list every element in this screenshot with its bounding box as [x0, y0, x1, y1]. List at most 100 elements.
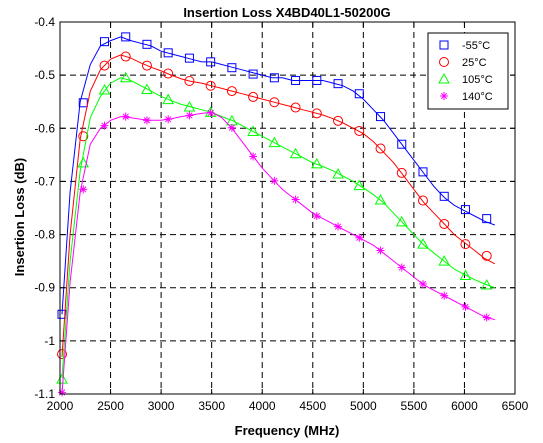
series-marker	[227, 123, 236, 132]
series-marker	[440, 291, 449, 300]
axes-layer: 2000 2500 3000 3500 4000 4500 5000 5500 6000 6500…	[34, 15, 528, 413]
series-line	[61, 77, 495, 379]
x-tick-label: 3500	[198, 399, 225, 413]
x-tick-label: 4000	[249, 399, 276, 413]
series-group	[58, 108, 495, 397]
x-tick-label: 6500	[502, 399, 529, 413]
y-tick-label: -0.7	[34, 174, 55, 188]
series-marker	[142, 116, 151, 125]
series-line	[61, 36, 495, 315]
series-marker	[57, 349, 68, 360]
x-tick-label: 5500	[401, 399, 428, 413]
series-marker	[183, 100, 196, 112]
series-marker	[397, 139, 407, 149]
plot-frame	[59, 21, 516, 395]
legend-label: 140°C	[462, 91, 493, 103]
series-marker	[184, 53, 194, 63]
y-tick-label: -0.5	[34, 68, 55, 82]
series-marker	[121, 112, 130, 121]
series-marker	[78, 131, 89, 142]
series-marker	[206, 57, 216, 67]
series-marker	[460, 239, 471, 250]
series-marker	[248, 69, 258, 79]
series-marker	[270, 176, 279, 185]
x-tick-label: 4500	[299, 399, 326, 413]
series-marker	[334, 222, 343, 231]
series-marker	[439, 191, 449, 201]
y-axis-label: Insertion Loss (dB)	[12, 158, 27, 276]
series-marker	[333, 79, 343, 89]
legend-label: 25°C	[462, 57, 487, 69]
series-group	[57, 32, 495, 319]
legend-marker	[440, 92, 448, 100]
series-marker	[289, 147, 302, 159]
x-tick-label: 2000	[47, 399, 74, 413]
y-tick-label: -0.4	[34, 15, 55, 29]
series-marker	[481, 250, 492, 261]
x-tick-label: 6000	[451, 399, 478, 413]
series-marker	[376, 112, 386, 122]
series-marker	[98, 83, 111, 95]
series-marker	[480, 279, 493, 290]
series-marker	[376, 246, 385, 255]
series-marker	[460, 205, 470, 215]
series-marker	[77, 156, 90, 168]
series-marker	[79, 185, 88, 194]
series-marker	[247, 125, 259, 136]
legend-label: -55°C	[462, 40, 490, 52]
series-marker	[291, 195, 300, 204]
series-marker	[355, 233, 364, 242]
x-tick-label: 2500	[97, 399, 124, 413]
series-marker	[397, 263, 406, 272]
series-marker	[78, 98, 88, 108]
series-marker	[482, 214, 492, 224]
series-marker	[164, 115, 173, 124]
series-marker	[269, 73, 279, 83]
series-marker	[121, 32, 131, 42]
series-marker	[312, 75, 322, 85]
y-tick-label: -0.9	[34, 281, 55, 295]
series-marker	[142, 39, 152, 49]
chart-title: Insertion Loss X4BD40L1-50200G	[183, 5, 390, 20]
series-marker	[375, 143, 386, 154]
legend-marker	[439, 57, 449, 67]
x-axis-label: Frequency (MHz)	[235, 423, 340, 438]
legend-label: 105°C	[462, 74, 493, 86]
y-tick-label: -1.1	[34, 387, 55, 401]
x-tick-label: 5000	[350, 399, 377, 413]
x-tick-label: 3000	[148, 399, 175, 413]
series-marker	[162, 93, 175, 105]
series-marker	[396, 167, 407, 178]
series-marker	[291, 75, 301, 85]
series-marker	[312, 211, 321, 220]
series-marker	[354, 89, 364, 99]
series-marker	[333, 115, 344, 126]
series-marker	[184, 75, 195, 86]
series-marker	[311, 108, 322, 119]
series-marker	[417, 195, 428, 206]
series-marker	[58, 388, 67, 397]
series-marker	[249, 152, 258, 161]
series-marker	[332, 167, 344, 179]
series-marker	[268, 136, 281, 148]
series-marker	[163, 68, 174, 79]
series-marker	[248, 91, 259, 102]
series-marker	[185, 111, 194, 120]
series-marker	[395, 215, 408, 227]
series-line	[61, 54, 496, 357]
series-marker	[374, 193, 387, 205]
series-marker	[227, 63, 237, 73]
legend: -55°C 25°C 105°C 140°C	[427, 32, 509, 110]
series-marker	[461, 302, 470, 311]
series-marker	[163, 48, 173, 58]
series-marker	[353, 179, 366, 191]
series-marker	[417, 238, 429, 249]
series-marker	[439, 218, 450, 229]
series-layer	[56, 32, 496, 397]
series-marker	[482, 313, 491, 322]
series-group	[56, 71, 495, 384]
series-group	[57, 51, 496, 360]
series-marker	[310, 157, 323, 169]
series-marker	[99, 60, 110, 71]
